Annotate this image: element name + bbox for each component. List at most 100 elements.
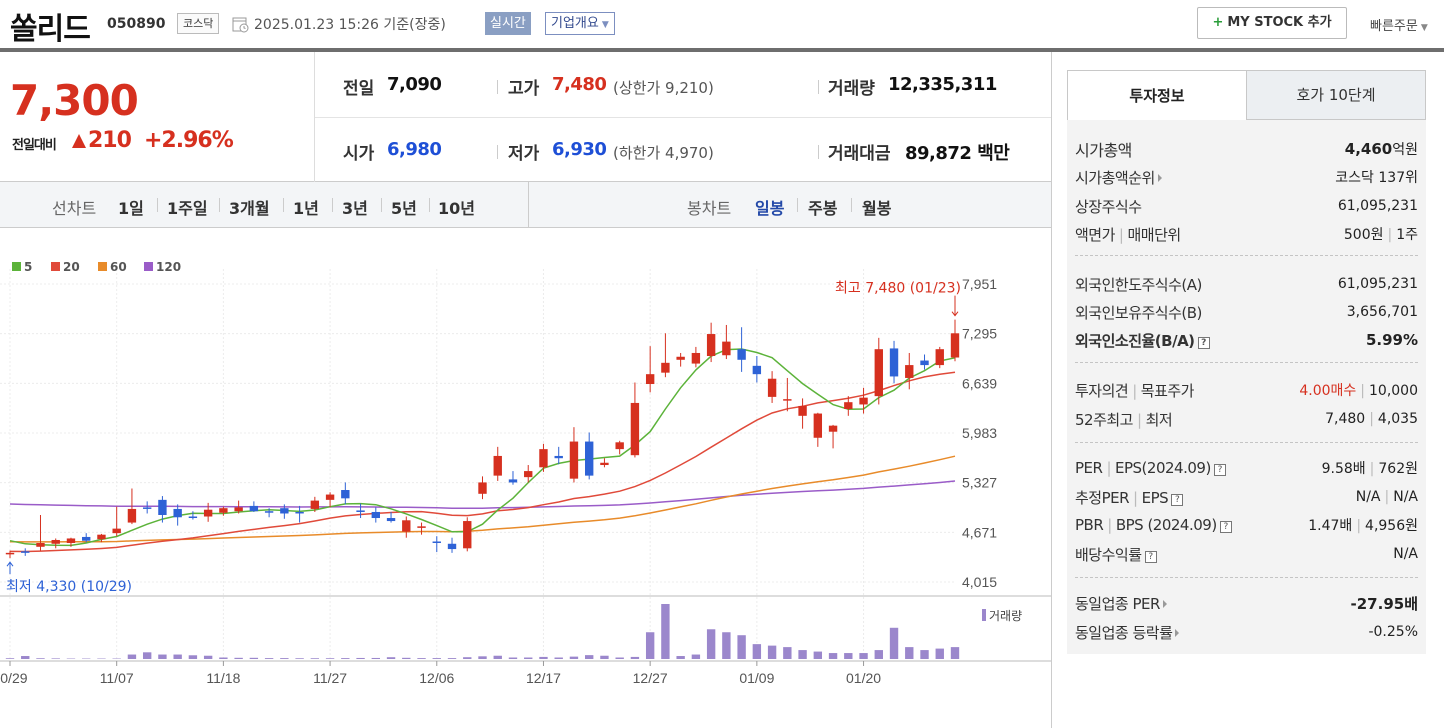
- company-overview-dropdown[interactable]: 기업개요 ▼: [545, 12, 615, 35]
- up-triangle-icon: [72, 134, 86, 148]
- candle-body: [82, 536, 91, 541]
- row-foreign-limit: 외국인한도주식수(A) 61,095,231: [1075, 271, 1418, 297]
- market-cap-rank-label: 시가총액순위: [1075, 168, 1155, 187]
- tab-1-year[interactable]: 1년: [293, 199, 319, 218]
- foreign-limit-label: 외국인한도주식수(A): [1075, 275, 1202, 294]
- tab-3-months[interactable]: 3개월: [229, 199, 270, 218]
- candle-body: [142, 507, 152, 509]
- volume-bar: [783, 647, 792, 659]
- quote-row-divider: [315, 117, 1051, 118]
- volume-bar: [828, 653, 838, 659]
- candle-body: [173, 508, 182, 518]
- realtime-button[interactable]: 실시간: [485, 12, 531, 35]
- tab-10-years[interactable]: 10년: [438, 199, 475, 218]
- row-dividend: 배당수익률? N/A: [1075, 541, 1418, 567]
- volume-bar: [859, 653, 868, 659]
- candle-body: [676, 356, 685, 360]
- tab-3-years[interactable]: 3년: [342, 199, 368, 218]
- stock-name: 쏠리드: [10, 12, 91, 47]
- legend-label: 120: [156, 260, 182, 274]
- legend-ma120[interactable]: 120: [144, 260, 181, 274]
- low-annotation: 최저 4,330 (10/29): [6, 579, 132, 595]
- candle-body: [447, 543, 457, 550]
- my-stock-add-button[interactable]: + MY STOCK 추가: [1197, 7, 1347, 39]
- y-tick-label: 4,015: [962, 574, 997, 590]
- volume-bar: [600, 655, 609, 659]
- candle-body: [295, 511, 304, 514]
- x-tick-label: 10/29: [0, 670, 28, 686]
- volume-bar: [676, 656, 685, 659]
- volume-bar: [310, 658, 320, 659]
- tab-sep: [332, 198, 333, 212]
- tab-5-years[interactable]: 5년: [391, 199, 417, 218]
- tab-weekly[interactable]: 주봉: [808, 199, 838, 218]
- shares-value: 61,095,231: [1337, 198, 1418, 214]
- row-52w: 52주최고 | 최저 7,480 | 4,035: [1075, 410, 1418, 429]
- info-divider: [1075, 255, 1418, 256]
- per-value: 9.58배: [1321, 461, 1366, 477]
- legend-label: 5: [24, 260, 33, 274]
- candle-body: [859, 397, 868, 405]
- tab-invest-info[interactable]: 투자정보: [1067, 70, 1247, 120]
- volume-bar: [127, 654, 137, 659]
- industry-change-link[interactable]: 동일업종 등락률: [1075, 622, 1180, 643]
- volume-bar: [539, 656, 548, 659]
- legend-ma60[interactable]: 60: [98, 260, 127, 274]
- tab-daily[interactable]: 일봉: [755, 199, 785, 218]
- volume-bar: [905, 647, 914, 659]
- candle-body: [36, 543, 45, 547]
- legend-label: 20: [63, 260, 80, 274]
- tab-1-week[interactable]: 1주일: [167, 199, 208, 218]
- candle-body: [524, 471, 533, 478]
- y-tick-label: 6,639: [962, 375, 997, 391]
- volume-bar: [950, 647, 960, 659]
- market-cap-rank-link[interactable]: 시가총액순위: [1075, 167, 1162, 188]
- lower-limit: (하한가 4,970): [613, 144, 714, 162]
- help-icon[interactable]: ?: [1197, 336, 1210, 349]
- row-industry-per: 동일업종 PER -27.95배: [1075, 590, 1418, 616]
- candle-body: [569, 441, 579, 479]
- tab-1-day[interactable]: 1일: [118, 199, 144, 218]
- caret-down-icon: ▼: [1420, 23, 1428, 33]
- high-annotation: 최고 7,480 (01/23): [835, 281, 961, 297]
- x-tick-label: 11/27: [313, 670, 347, 686]
- change-amount: 210: [72, 128, 132, 153]
- trade-unit: 1주: [1396, 227, 1418, 243]
- help-icon[interactable]: ?: [1219, 521, 1232, 533]
- info-divider: [1075, 577, 1418, 578]
- stock-chart[interactable]: 7,951 7,295 6,639 5,983 5,327 4,671 4,015 10/29…: [0, 229, 1051, 728]
- volume-bar: [173, 654, 182, 659]
- tab-order-book[interactable]: 호가 10단계: [1246, 70, 1426, 120]
- arrow-right-icon: [1175, 628, 1180, 637]
- volume-legend-swatch: [982, 609, 986, 621]
- candle-body: [813, 413, 823, 438]
- bps-label: BPS (2024.09): [1115, 516, 1217, 534]
- industry-per-link[interactable]: 동일업종 PER: [1075, 593, 1167, 614]
- help-icon[interactable]: ?: [1213, 464, 1226, 476]
- legend-ma20[interactable]: 20: [51, 260, 80, 274]
- quick-order-dropdown[interactable]: 빠른주문 ▼: [1370, 15, 1428, 34]
- volume-legend-label: 거래량: [989, 609, 1022, 623]
- target-price-label: 목표주가: [1140, 381, 1195, 400]
- current-price: 7,300: [10, 76, 139, 125]
- candle-body: [325, 494, 335, 500]
- candle-body: [51, 539, 60, 544]
- candle-body: [889, 348, 899, 377]
- plus-icon: +: [1212, 15, 1224, 30]
- candle-body: [508, 479, 518, 483]
- help-icon[interactable]: ?: [1171, 493, 1184, 506]
- eps-value: 762원: [1378, 461, 1418, 477]
- dividend-label: 배당수익률: [1075, 545, 1142, 564]
- change-label: 전일대비: [12, 138, 57, 153]
- foreign-limit-value: 61,095,231: [1337, 276, 1418, 292]
- volume-bar: [432, 658, 441, 659]
- tab-monthly[interactable]: 월봉: [862, 199, 892, 218]
- legend-ma5[interactable]: 5: [12, 260, 32, 274]
- candle-body: [722, 341, 731, 356]
- period-tab-bar: [0, 182, 1051, 228]
- volume-bar: [508, 657, 518, 659]
- high-arrow-head: [951, 311, 959, 317]
- change-rate: +2.96%: [144, 128, 234, 153]
- help-icon[interactable]: ?: [1144, 550, 1157, 563]
- w52-high-value: 7,480: [1325, 411, 1366, 427]
